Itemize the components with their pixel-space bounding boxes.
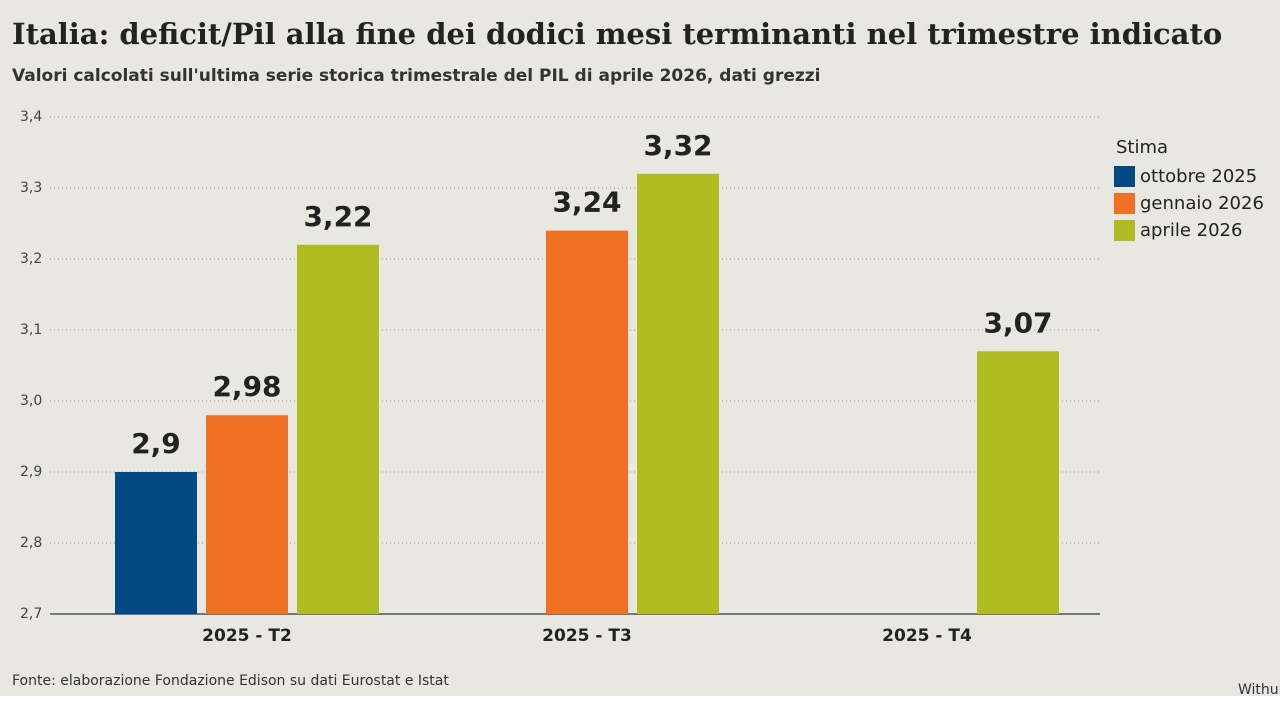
y-tick-label: 2,9 [20, 464, 42, 480]
value-label: 3,32 [643, 129, 712, 162]
y-tick-label: 3,2 [20, 251, 42, 267]
legend-swatch [1114, 193, 1135, 214]
value-label: 3,07 [983, 306, 1052, 339]
value-label: 2,98 [212, 370, 281, 403]
legend-label: aprile 2026 [1140, 220, 1242, 241]
bar [206, 415, 288, 614]
y-tick-label: 2,7 [20, 606, 42, 622]
bar [637, 173, 719, 615]
legend-swatch [1114, 220, 1135, 241]
x-tick-label: 2025 - T2 [202, 626, 292, 646]
x-tick-label: 2025 - T4 [882, 626, 972, 646]
y-tick-label: 3,4 [20, 109, 42, 125]
legend-title: Stima [1116, 137, 1168, 158]
bar [546, 230, 628, 614]
bar [297, 244, 379, 615]
bar [977, 351, 1059, 614]
legend-label: ottobre 2025 [1140, 166, 1257, 187]
chart-subtitle: Valori calcolati sull'ultima serie stori… [12, 66, 821, 86]
legend-swatch [1114, 166, 1135, 187]
value-label: 2,9 [131, 427, 181, 460]
y-tick-label: 3,1 [20, 322, 42, 338]
value-label: 3,22 [303, 200, 372, 233]
legend-label: gennaio 2026 [1140, 193, 1264, 214]
source: Fonte: elaborazione Fondazione Edison su… [12, 673, 449, 689]
y-tick-label: 3,3 [20, 180, 42, 196]
x-tick-label: 2025 - T3 [542, 626, 632, 646]
credit: Withul [1238, 682, 1280, 698]
value-label: 3,24 [552, 186, 621, 219]
y-tick-label: 3,0 [20, 393, 42, 409]
chart-title: Italia: deficit/Pil alla fine dei dodici… [12, 17, 1222, 51]
bar [115, 472, 197, 614]
y-tick-label: 2,8 [20, 535, 42, 551]
